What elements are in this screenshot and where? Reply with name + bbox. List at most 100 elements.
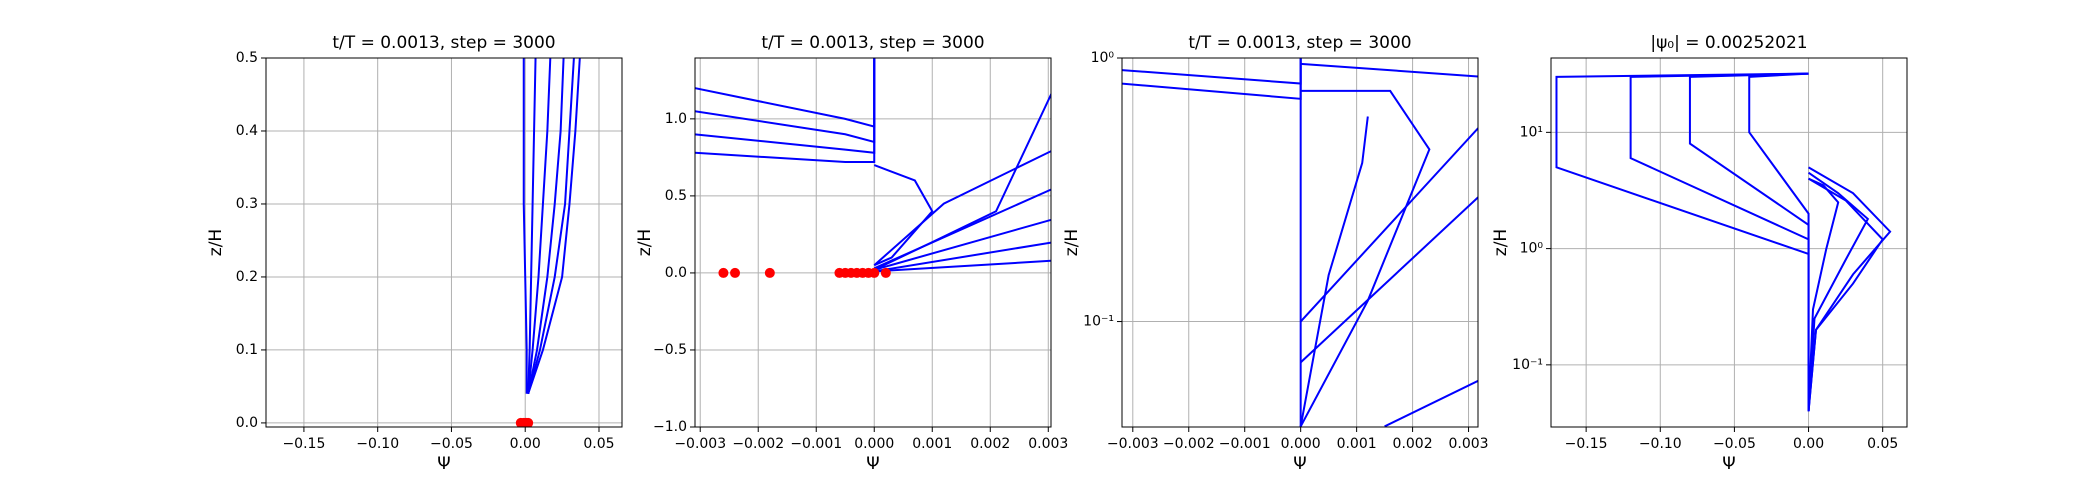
x-axis-label: Ψ [866, 454, 879, 474]
x-tick-label: −0.10 [356, 436, 399, 452]
profile-line [527, 58, 575, 394]
x-tick-label: −0.001 [1219, 436, 1271, 452]
x-axis-label: Ψ [437, 454, 450, 474]
profile-line [527, 58, 581, 395]
x-tick-label: 0.001 [912, 436, 952, 452]
profile-line [522, 58, 528, 394]
profile-line [1807, 177, 1840, 412]
x-tick-label: 0.000 [854, 436, 894, 452]
profile-line [695, 58, 876, 163]
x-tick-label: −0.05 [430, 436, 473, 452]
y-tick-label: 0.2 [236, 269, 258, 285]
panel: −0.003 −0.002 −0.001 0.000 0.001 0.002 0.003 10… [1062, 33, 1489, 474]
point [869, 267, 880, 278]
y-tick-label: −0.5 [653, 342, 687, 358]
x-axis-label: Ψ [1722, 454, 1735, 474]
chart-title: t/T = 0.0013, step = 3000 [332, 33, 555, 53]
y-tick-label: −1.0 [653, 419, 687, 435]
chart-title: t/T = 0.0013, step = 3000 [761, 33, 984, 53]
chart-title: t/T = 0.0013, step = 3000 [1188, 33, 1411, 53]
y-tick-label: 10⁰ [1520, 241, 1544, 257]
x-tick-label: −0.05 [1713, 436, 1756, 452]
y-tick-label: 0.5 [236, 50, 258, 66]
plot-area [515, 58, 581, 427]
point [718, 267, 729, 278]
point [730, 267, 741, 278]
y-tick-label: 10⁻¹ [1512, 357, 1543, 373]
profile-line [695, 58, 876, 128]
profile-line [873, 164, 934, 267]
profile-line [1299, 116, 1369, 427]
point [880, 267, 891, 278]
x-tick-label: 0.002 [1393, 436, 1433, 452]
profile-line [1122, 58, 1302, 100]
x-axis-label: Ψ [1293, 454, 1306, 474]
profile-line [873, 188, 1051, 270]
panel: −0.003 −0.002 −0.001 0.000 0.001 0.002 0.003 −1… [635, 33, 1068, 474]
x-tick-label: −0.003 [1107, 436, 1159, 452]
profile-line [527, 58, 565, 394]
profile-line [874, 241, 1051, 273]
y-axis-label: z/H [635, 229, 655, 256]
y-tick-label: 0.0 [236, 415, 258, 431]
x-tick-label: 0.001 [1337, 436, 1377, 452]
y-tick-label: 0.1 [236, 342, 258, 358]
y-tick-label: 0.0 [665, 265, 687, 281]
plot-area [695, 58, 1051, 278]
point [523, 417, 534, 427]
profile-line [695, 58, 876, 154]
profile-line [1122, 58, 1302, 85]
x-tick-label: 0.002 [970, 436, 1010, 452]
axes-frame [694, 57, 1052, 428]
x-tick-label: −0.10 [1639, 436, 1682, 452]
y-tick-label: 10⁰ [1091, 50, 1115, 66]
y-tick-label: 10⁻¹ [1083, 314, 1114, 330]
profile-line [873, 218, 1051, 271]
profile-line [874, 259, 1051, 273]
profile-line [1300, 62, 1478, 78]
profile-line [873, 150, 1051, 266]
y-axis-label: z/H [1491, 229, 1511, 256]
y-tick-label: 0.4 [236, 123, 258, 139]
x-tick-label: 0.003 [1028, 436, 1068, 452]
panel: −0.15 −0.10 −0.05 0.00 0.05 0.0 0.1 0.2 0.3 0.4 0.… [206, 33, 623, 474]
axes-frame [265, 57, 623, 428]
x-tick-label: 0.000 [1281, 436, 1321, 452]
x-tick-label: −0.003 [674, 436, 726, 452]
profile-line [1807, 171, 1870, 412]
x-tick-label: 0.003 [1448, 436, 1488, 452]
y-tick-label: 0.3 [236, 196, 258, 212]
plot-area [1555, 72, 1892, 412]
panel: −0.15 −0.10 −0.05 0.00 0.05 10⁻¹ 10⁰ 10¹ |ψ₀| = … [1491, 33, 1908, 474]
profile-line [1299, 196, 1478, 364]
profile-line [1807, 177, 1884, 412]
profile-line [1555, 72, 1810, 412]
x-tick-label: −0.002 [1163, 436, 1215, 452]
profile-line [1629, 72, 1810, 412]
x-tick-label: 0.00 [1793, 436, 1824, 452]
y-tick-label: 0.5 [665, 188, 687, 204]
x-tick-label: −0.001 [790, 436, 842, 452]
x-tick-label: −0.15 [282, 436, 325, 452]
axes-frame [1121, 57, 1479, 428]
profile-line [1384, 379, 1478, 427]
profile-line [695, 58, 876, 144]
x-tick-label: 0.05 [1867, 436, 1898, 452]
x-tick-label: 0.00 [510, 436, 541, 452]
profile-line [1748, 72, 1810, 412]
x-tick-label: −0.002 [732, 436, 784, 452]
profile-line [1299, 89, 1431, 427]
profile-line [527, 58, 552, 394]
axes-frame [1550, 57, 1908, 428]
chart-title: |ψ₀| = 0.00252021 [1650, 33, 1807, 53]
y-axis-label: z/H [206, 229, 226, 256]
profile-line [1299, 126, 1478, 323]
y-tick-label: 1.0 [665, 111, 687, 127]
plot-area [1122, 58, 1478, 427]
profile-line [527, 58, 537, 394]
y-tick-label: 10¹ [1520, 124, 1543, 140]
x-tick-label: 0.05 [583, 436, 614, 452]
y-axis-label: z/H [1062, 229, 1082, 256]
x-tick-label: −0.15 [1565, 436, 1608, 452]
